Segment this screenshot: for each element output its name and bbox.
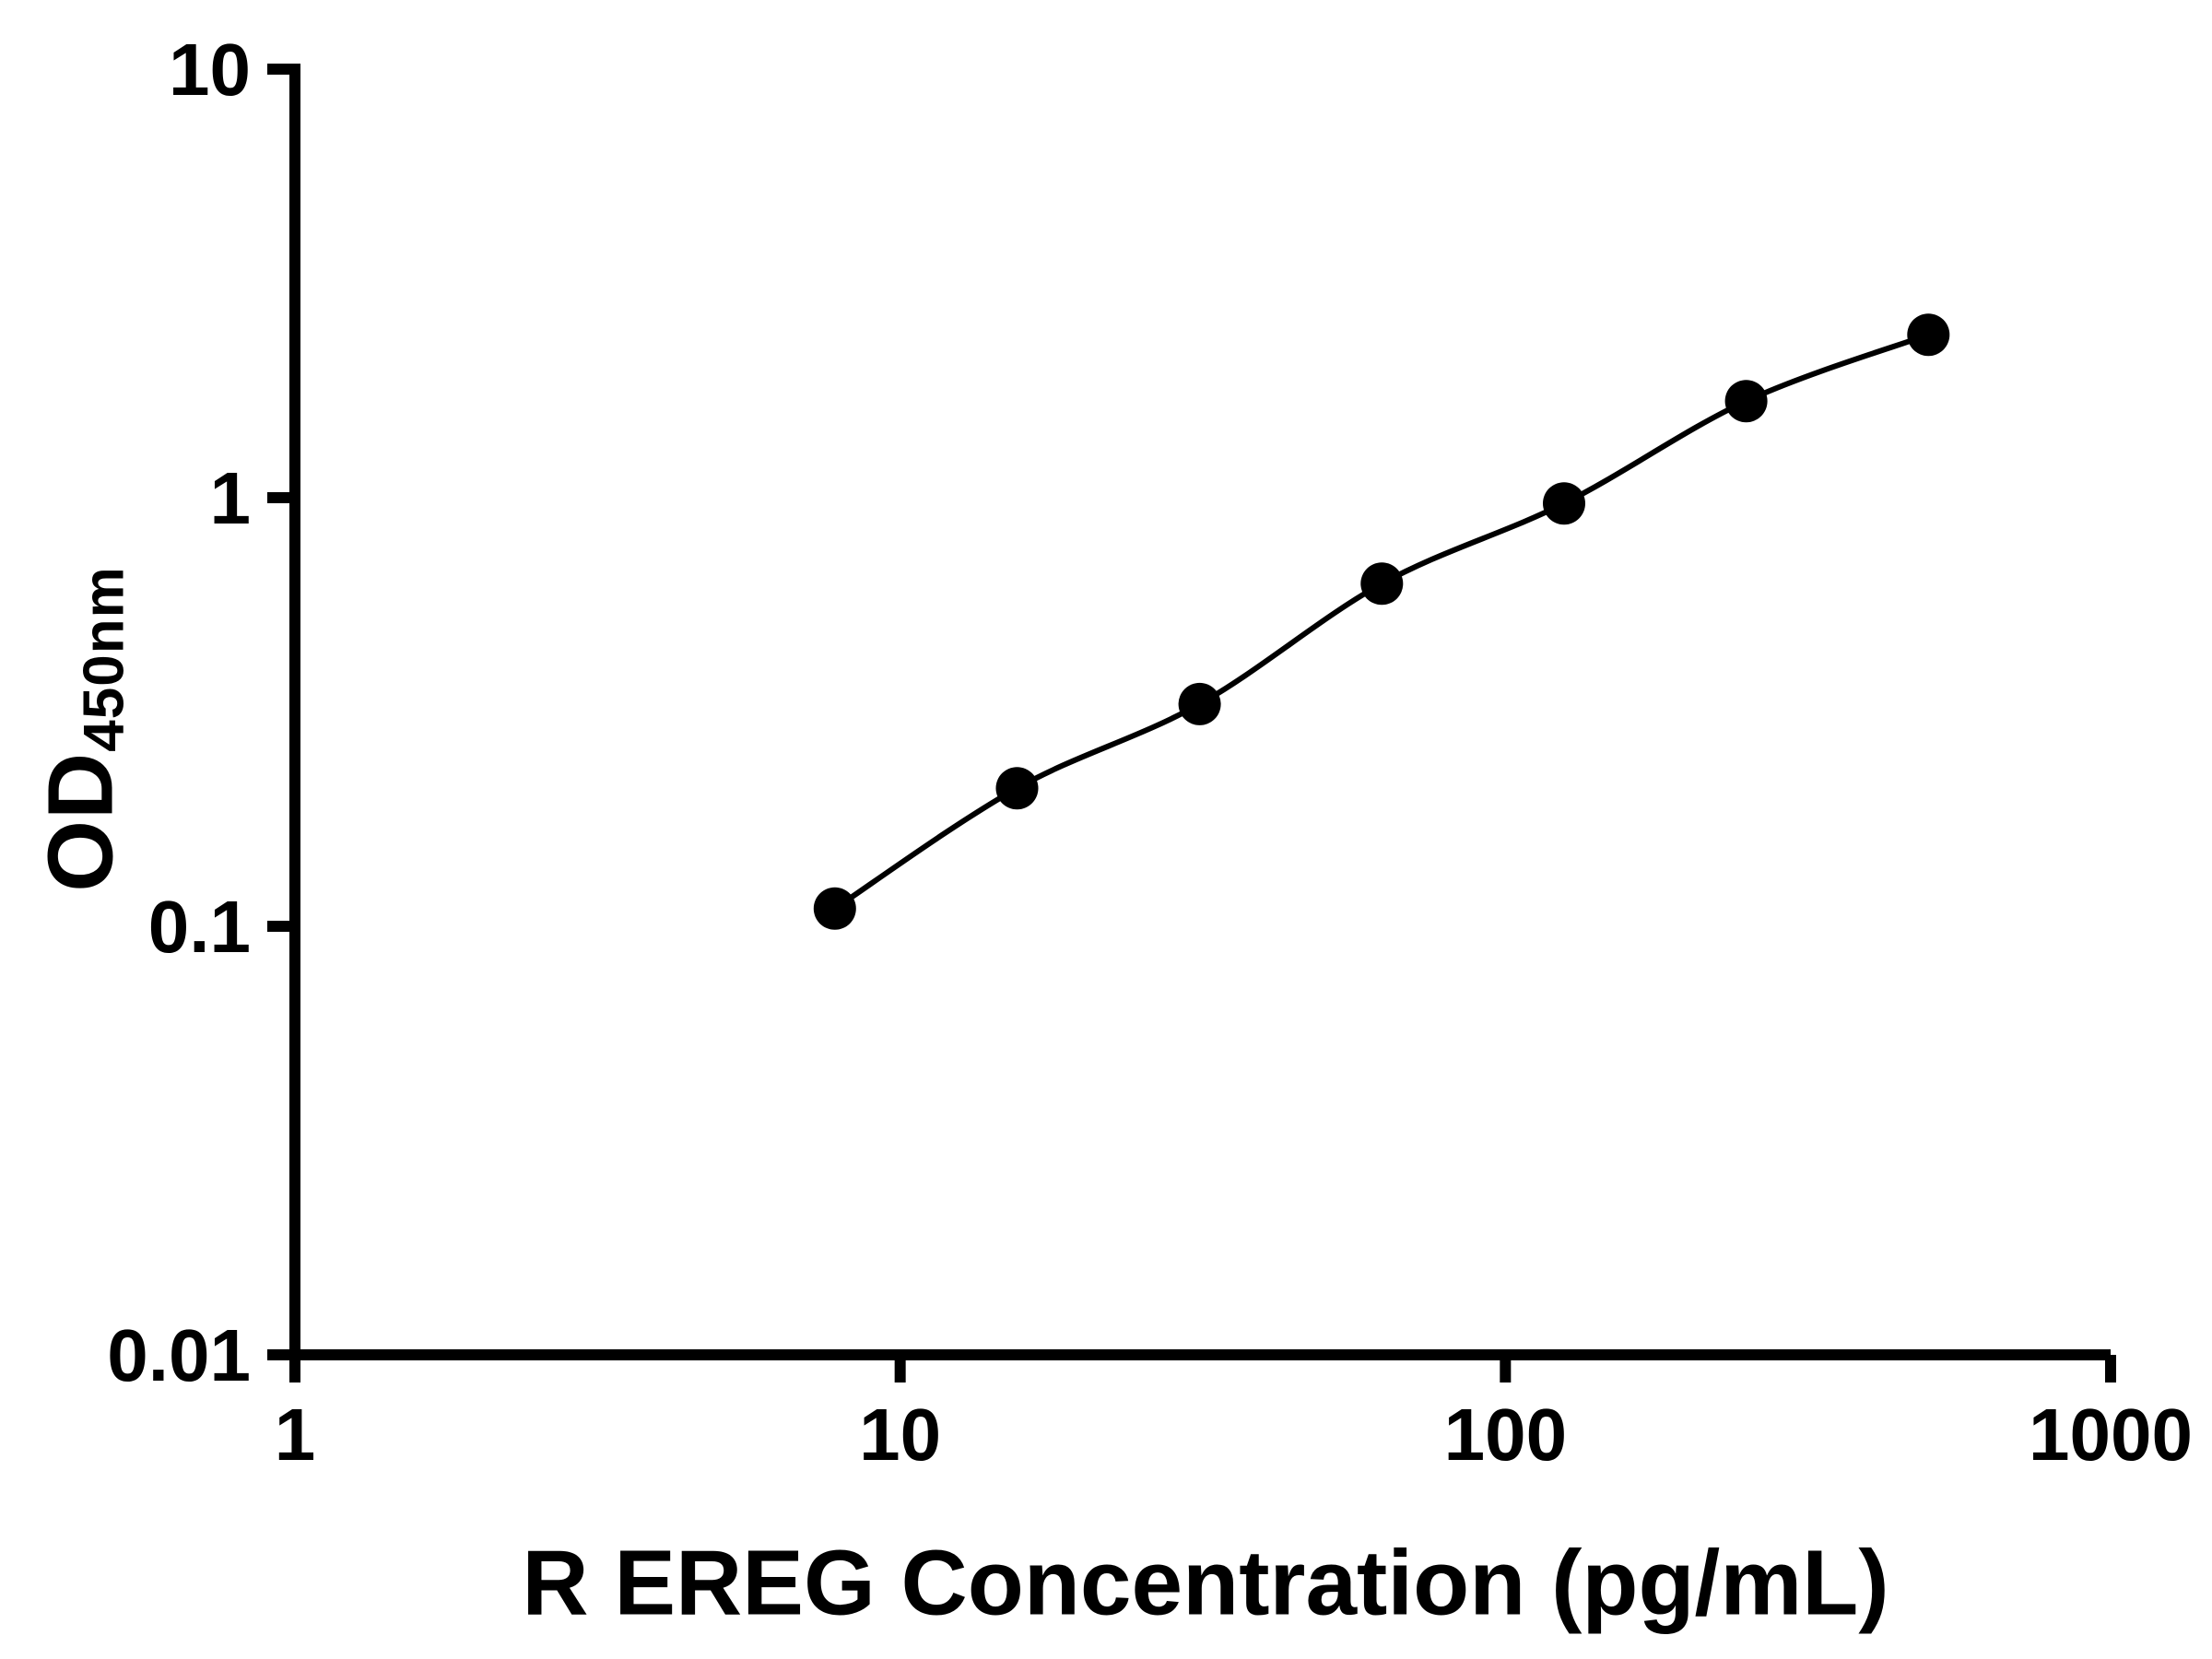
x-tick-label: 10	[859, 1394, 941, 1476]
x-axis-title: R EREG Concentration (pg/mL)	[522, 1531, 1889, 1635]
data-point	[995, 767, 1039, 810]
data-point	[1178, 682, 1221, 725]
y-tick-label: 0.01	[107, 1314, 251, 1396]
y-tick-label: 10	[169, 29, 251, 111]
data-point	[1360, 562, 1404, 606]
y-tick-label: 1	[210, 457, 252, 539]
y-axis-title-main: OD	[29, 751, 133, 892]
data-point	[1907, 313, 1950, 357]
y-axis-title: OD450nm	[29, 566, 136, 892]
data-point	[1543, 482, 1585, 525]
standard-curve-line	[831, 332, 1932, 912]
data-point	[1724, 380, 1768, 423]
x-tick-label: 1000	[2029, 1394, 2193, 1476]
y-axis-title-subscript: 450nm	[72, 566, 136, 752]
data-point	[813, 887, 856, 930]
y-tick-label: 0.1	[148, 886, 251, 968]
x-tick-label: 100	[1444, 1394, 1567, 1476]
x-tick-label: 1	[275, 1394, 316, 1476]
